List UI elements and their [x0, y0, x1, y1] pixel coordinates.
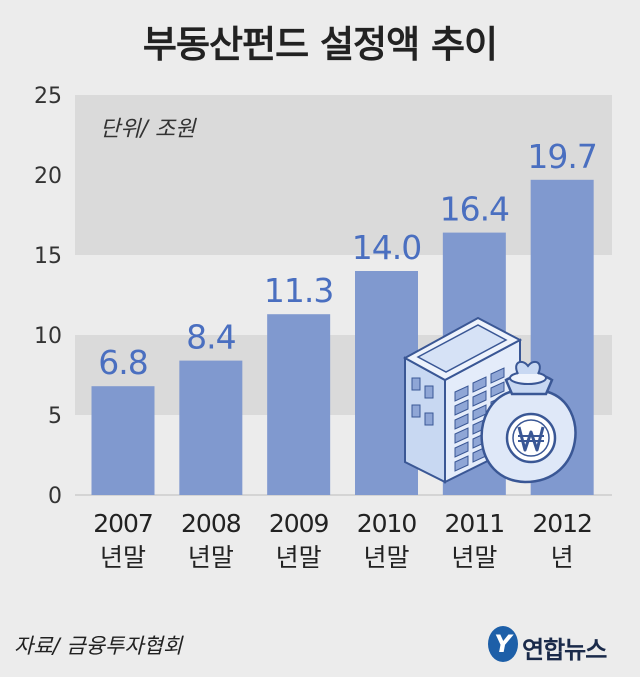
data-label: 16.4 [440, 190, 509, 229]
bar [267, 314, 331, 495]
x-tick-sublabel: 년말 [188, 543, 234, 572]
x-tick-label: 2008 [181, 509, 241, 538]
chart-title: 부동산펀드 설정액 추이 [142, 23, 498, 66]
x-tick-label: 2007 [93, 509, 153, 538]
brand-name: 연합뉴스 [522, 636, 607, 664]
building-window [454, 413, 469, 430]
bar [179, 360, 243, 495]
y-tick-label: 15 [34, 244, 62, 269]
x-tick-label: 2009 [269, 509, 329, 538]
money-bag-icon [480, 360, 577, 484]
building-window [454, 385, 469, 402]
building-window [454, 455, 469, 472]
building-window [472, 390, 487, 407]
x-tick-sublabel: 년 [551, 543, 574, 572]
brand-logo: Y 연합뉴스 [488, 622, 628, 666]
y-tick-label: 20 [34, 164, 62, 189]
building-window [490, 381, 505, 398]
x-tick-sublabel: 년말 [100, 543, 146, 572]
y-tick-label: 10 [34, 324, 62, 349]
x-tick-sublabel: 년말 [363, 543, 409, 572]
building-window [454, 399, 469, 416]
data-label: 6.8 [98, 343, 147, 382]
x-tick-label: 2010 [357, 509, 417, 538]
data-label: 14.0 [352, 228, 421, 267]
building-window [490, 367, 505, 384]
building-window [472, 376, 487, 393]
x-tick-label: 2012 [532, 509, 592, 538]
grid-band [75, 175, 612, 255]
y-tick-label: 0 [48, 484, 62, 509]
data-label: 8.4 [186, 318, 235, 357]
grid-band [75, 95, 612, 175]
source-note: 자료/ 금융투자협회 [14, 634, 183, 658]
building-and-money-bag-icon [402, 316, 577, 484]
bar [91, 386, 155, 495]
x-tick-sublabel: 년말 [276, 543, 322, 572]
yonhap-logo-icon: Y [488, 626, 518, 662]
building-window [454, 441, 469, 458]
x-tick-sublabel: 년말 [451, 543, 497, 572]
building-window [454, 427, 469, 444]
data-label: 19.7 [527, 137, 596, 176]
y-tick-label: 5 [48, 404, 62, 429]
unit-label: 단위/ 조원 [100, 117, 197, 142]
x-tick-label: 2011 [445, 509, 505, 538]
y-tick-label: 25 [34, 84, 62, 109]
data-label: 11.3 [264, 271, 333, 310]
